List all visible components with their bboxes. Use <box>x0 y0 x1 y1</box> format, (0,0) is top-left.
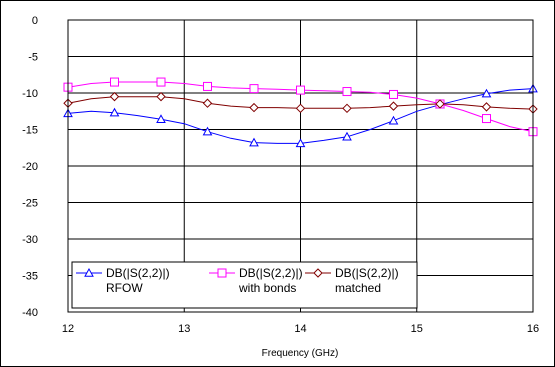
y-tick-label: -40 <box>22 307 38 319</box>
x-tick-label: 15 <box>411 323 423 335</box>
legend-marker <box>313 268 323 278</box>
data-point <box>109 107 120 117</box>
x-axis-label: Frequency (GHz) <box>262 348 339 359</box>
y-tick-label: -25 <box>22 198 38 210</box>
legend-marker <box>84 267 94 277</box>
legend-entry-3: DB(|S(2,2)|)matched <box>305 266 399 295</box>
data-point <box>110 77 119 87</box>
legend-label: DB(|S(2,2)|) <box>239 266 303 280</box>
data-point <box>249 102 259 113</box>
x-axis-ticks: 12 13 14 15 16 <box>62 323 539 335</box>
data-point <box>109 91 120 102</box>
data-point <box>202 98 213 108</box>
data-point <box>249 84 259 94</box>
data-point <box>295 138 306 148</box>
data-point <box>202 126 213 136</box>
legend-box <box>71 261 418 309</box>
data-point <box>156 114 166 123</box>
legend-sublabel: with bonds <box>238 281 296 295</box>
y-tick-label: -10 <box>22 88 38 100</box>
series-3 <box>63 91 538 114</box>
legend-marker <box>217 268 227 278</box>
data-point <box>342 131 352 141</box>
y-tick-label: -30 <box>22 234 38 246</box>
legend-sublabel: matched <box>335 281 381 295</box>
data-point <box>296 85 305 95</box>
y-tick-label: -15 <box>22 125 38 137</box>
data-point <box>388 101 399 111</box>
data-point <box>389 89 398 99</box>
data-point <box>156 77 166 87</box>
legend-label: DB(|S(2,2)|) <box>106 266 170 280</box>
series-1 <box>63 83 538 148</box>
x-tick-label: 16 <box>527 323 539 335</box>
legend-sublabel: RFOW <box>106 281 143 295</box>
x-tick-label: 12 <box>62 323 74 335</box>
plot-border <box>67 19 534 313</box>
x-tick-label: 14 <box>294 323 306 335</box>
y-tick-label: -20 <box>22 161 38 173</box>
y-axis-ticks: 0 -5 -10 -15 -20 -25 -30 -35 -40 <box>22 15 38 319</box>
data-point <box>481 88 492 98</box>
data-point <box>481 102 492 112</box>
data-point <box>203 81 212 91</box>
legend-label: DB(|S(2,2)|) <box>335 266 399 280</box>
data-point <box>482 114 491 124</box>
legend-entry-2: DB(|S(2,2)|)with bonds <box>209 266 303 295</box>
data-point <box>435 99 445 109</box>
y-tick-label: -5 <box>28 52 38 64</box>
y-tick-label: 0 <box>32 15 38 27</box>
data-point <box>249 137 259 147</box>
data-point <box>342 87 352 97</box>
y-tick-label: -35 <box>22 271 38 283</box>
data-point <box>388 115 399 125</box>
data-point <box>342 103 352 114</box>
data-point <box>295 103 306 114</box>
x-tick-label: 13 <box>178 323 190 335</box>
legend-entry-1: DB(|S(2,2)|)RFOW <box>76 266 170 295</box>
data-point <box>156 91 166 102</box>
